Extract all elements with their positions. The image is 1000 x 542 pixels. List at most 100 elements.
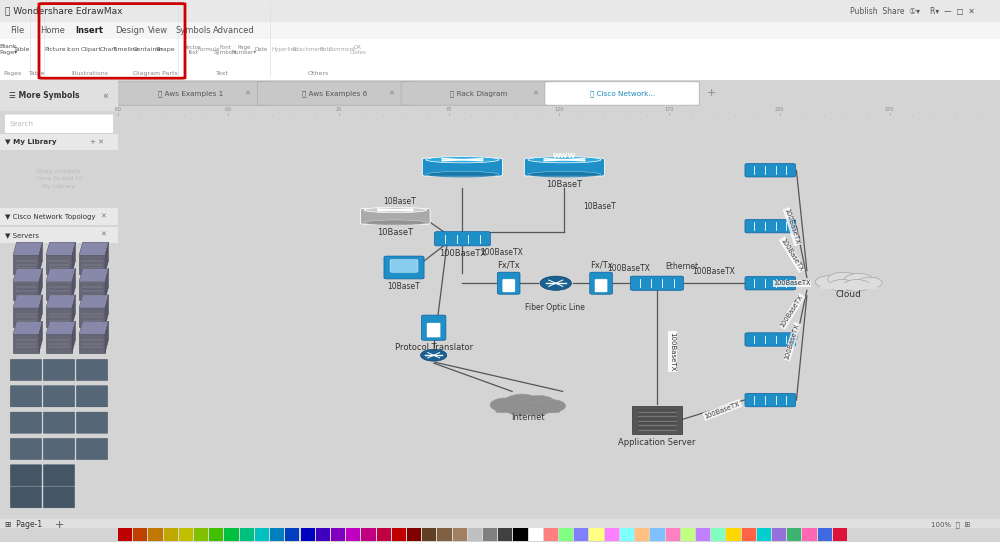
Polygon shape (105, 295, 109, 326)
Bar (681, 528, 695, 541)
Bar (453, 528, 467, 541)
Text: 120: 120 (554, 107, 564, 112)
Bar (133, 528, 147, 541)
Text: Search: Search (9, 121, 33, 127)
Text: QR
Codes: QR Codes (350, 44, 366, 55)
FancyBboxPatch shape (496, 406, 560, 413)
FancyBboxPatch shape (4, 114, 114, 133)
Circle shape (844, 274, 873, 287)
Bar (620, 528, 634, 541)
Text: Formula: Formula (198, 47, 220, 52)
Text: Fiber Optic Line: Fiber Optic Line (525, 303, 585, 312)
Text: Pages: Pages (4, 72, 22, 76)
Bar (0, 209, 118, 225)
Text: Application Server: Application Server (618, 438, 696, 447)
Bar (346, 528, 360, 541)
Polygon shape (46, 295, 76, 308)
FancyBboxPatch shape (76, 438, 108, 460)
Text: 🏠 Aws Examples 6: 🏠 Aws Examples 6 (302, 90, 367, 96)
Text: Cloud: Cloud (836, 290, 862, 299)
Circle shape (844, 280, 870, 291)
Ellipse shape (364, 220, 427, 225)
FancyBboxPatch shape (10, 465, 42, 486)
Polygon shape (39, 268, 42, 300)
FancyBboxPatch shape (595, 279, 608, 292)
Bar (0, 227, 118, 243)
Text: ▼ Cisco Network Topology: ▼ Cisco Network Topology (5, 214, 95, 220)
FancyBboxPatch shape (422, 158, 503, 176)
Bar (331, 528, 345, 541)
Text: 100BaseTX: 100BaseTX (780, 294, 805, 329)
FancyBboxPatch shape (745, 393, 796, 407)
Text: Note: Note (320, 47, 332, 52)
Bar (544, 528, 558, 541)
Polygon shape (72, 321, 76, 353)
Bar (377, 528, 391, 541)
Bar (437, 528, 452, 541)
Text: Blank
Page▾: Blank Page▾ (0, 44, 17, 55)
Bar (605, 528, 619, 541)
Text: Fx/Tx: Fx/Tx (497, 261, 520, 269)
FancyBboxPatch shape (820, 283, 878, 289)
FancyBboxPatch shape (401, 82, 555, 105)
Text: ✕: ✕ (244, 90, 250, 96)
Circle shape (421, 350, 447, 361)
FancyBboxPatch shape (114, 82, 268, 105)
Ellipse shape (426, 157, 499, 163)
Text: 220: 220 (775, 107, 784, 112)
Bar (483, 528, 497, 541)
Bar (224, 528, 239, 541)
Bar (468, 528, 482, 541)
Circle shape (815, 276, 843, 288)
Polygon shape (13, 268, 42, 282)
Text: 100BaseTX: 100BaseTX (480, 248, 523, 257)
Text: Diagram Parts: Diagram Parts (133, 72, 177, 76)
Text: Shape: Shape (155, 47, 175, 52)
Polygon shape (72, 268, 76, 300)
Text: 20: 20 (335, 107, 342, 112)
Bar (255, 528, 269, 541)
Text: 100BaseTX: 100BaseTX (704, 401, 741, 420)
Text: Date: Date (254, 47, 268, 52)
Text: Clipart: Clipart (81, 47, 101, 52)
Polygon shape (13, 295, 42, 308)
FancyBboxPatch shape (46, 308, 72, 326)
Bar (0, 134, 118, 151)
Ellipse shape (528, 157, 601, 163)
Text: + ✕: + ✕ (90, 139, 104, 145)
Polygon shape (79, 242, 109, 255)
Bar (757, 528, 771, 541)
Text: Timeline: Timeline (113, 47, 139, 52)
FancyBboxPatch shape (384, 256, 424, 279)
Text: Comment: Comment (328, 47, 356, 52)
Text: 10BaseT: 10BaseT (377, 228, 413, 237)
Circle shape (828, 272, 859, 286)
Bar (0, 80, 118, 111)
Bar (589, 528, 604, 541)
Text: View: View (148, 26, 168, 35)
Polygon shape (46, 321, 76, 334)
Circle shape (490, 398, 521, 412)
Bar (0, 22, 1000, 38)
FancyBboxPatch shape (630, 276, 683, 291)
Polygon shape (72, 242, 76, 274)
Text: Protocol Translator: Protocol Translator (395, 343, 473, 352)
FancyBboxPatch shape (745, 276, 796, 290)
FancyBboxPatch shape (360, 208, 430, 224)
FancyBboxPatch shape (46, 282, 72, 300)
Text: 📋 Rack Diagram: 📋 Rack Diagram (450, 90, 507, 96)
FancyBboxPatch shape (76, 359, 108, 380)
Bar (574, 528, 588, 541)
Polygon shape (105, 268, 109, 300)
FancyBboxPatch shape (43, 359, 75, 380)
Polygon shape (39, 321, 42, 353)
Bar (300, 528, 315, 541)
FancyBboxPatch shape (545, 82, 699, 105)
Bar (559, 528, 573, 541)
Text: Font
Symbol▾: Font Symbol▾ (213, 44, 237, 55)
Text: Page-1: Page-1 (135, 533, 159, 539)
Polygon shape (13, 321, 42, 334)
Bar (772, 528, 786, 541)
Text: Publish  Share  ①▾: Publish Share ①▾ (850, 7, 920, 16)
Polygon shape (105, 321, 109, 353)
